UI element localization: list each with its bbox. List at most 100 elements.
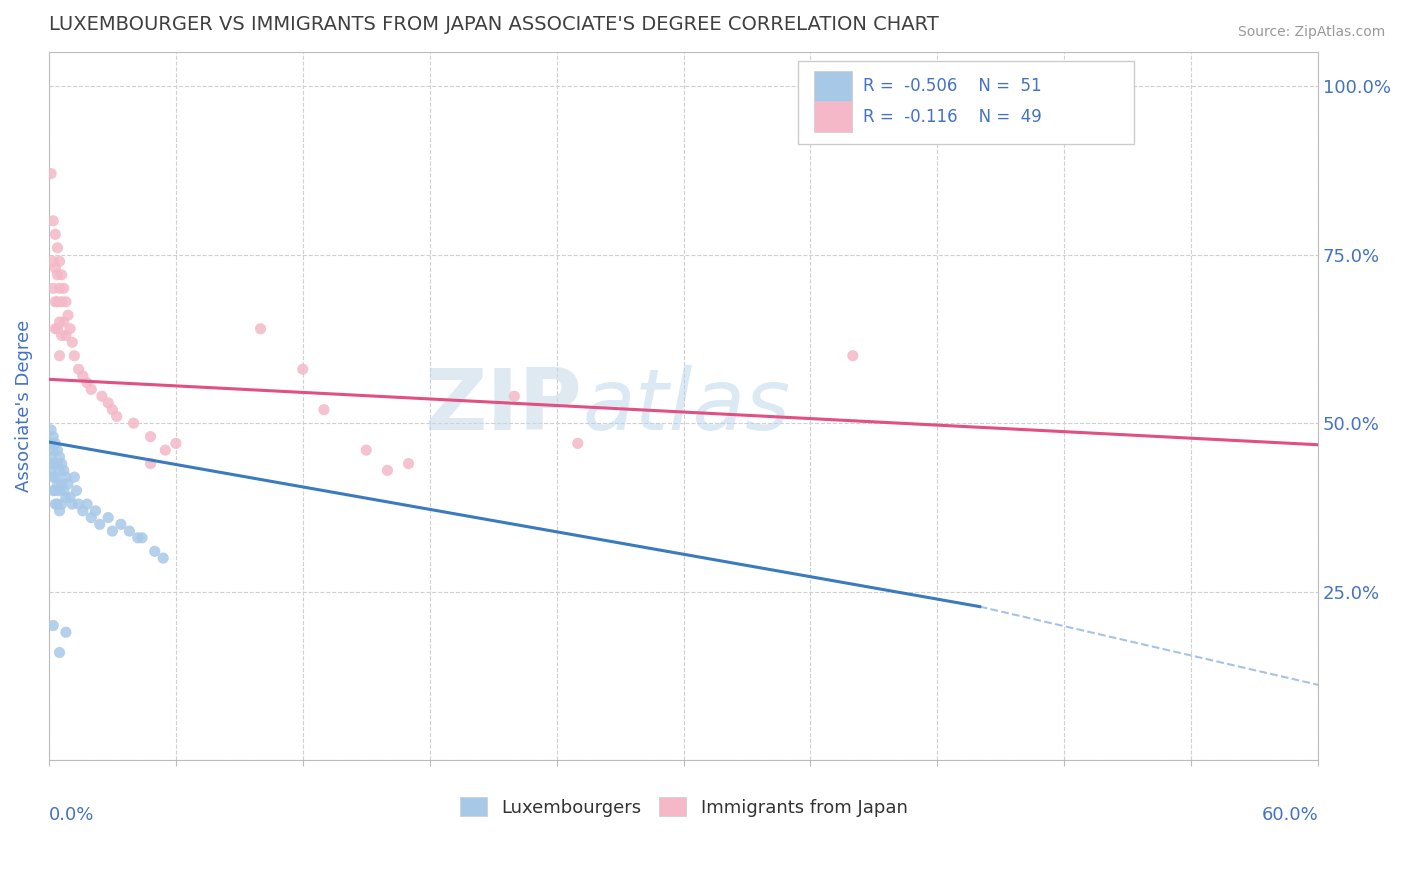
Text: Source: ZipAtlas.com: Source: ZipAtlas.com [1237,25,1385,39]
FancyBboxPatch shape [814,101,852,132]
Point [356,443,378,458]
Legend: Luxembourgers, Immigrants from Japan: Luxembourgers, Immigrants from Japan [450,789,917,826]
Point [90,389,112,403]
Point [52,281,75,295]
Point [89,517,111,532]
Point [72,504,94,518]
Point [51,294,73,309]
Point [46,476,69,491]
Point [67,362,90,376]
Point [46,443,69,458]
Point [60,497,83,511]
Point [118,524,141,538]
Point [52,463,75,477]
Text: atlas: atlas [582,365,790,448]
Point [39,450,62,464]
Point [143,544,166,558]
FancyBboxPatch shape [797,61,1135,145]
Point [44,294,66,309]
Point [55,625,77,640]
Point [46,268,69,282]
Point [39,436,62,450]
Point [44,322,66,336]
Text: ZIP: ZIP [425,365,582,448]
Point [84,504,107,518]
Point [122,416,145,430]
Point [249,322,271,336]
Point [44,436,66,450]
Point [44,483,66,498]
Point [97,510,120,524]
Point [44,470,66,484]
Point [80,383,103,397]
Point [101,524,124,538]
Point [46,497,69,511]
Point [97,396,120,410]
Point [59,491,82,505]
Point [46,241,69,255]
Point [48,315,70,329]
Point [131,531,153,545]
Text: R =  -0.116    N =  49: R = -0.116 N = 49 [862,108,1042,126]
Point [48,504,70,518]
Point [46,457,69,471]
Point [291,362,314,376]
Y-axis label: Associate's Degree: Associate's Degree [15,320,32,492]
Point [60,335,83,350]
Point [127,531,149,545]
Point [48,483,70,498]
Point [44,227,66,242]
Point [42,281,65,295]
Point [139,457,162,471]
Point [55,491,77,505]
Point [48,254,70,268]
Point [48,349,70,363]
Point [55,294,77,309]
Point [39,423,62,437]
Point [165,436,187,450]
Point [51,476,73,491]
Point [44,260,66,275]
Point [51,268,73,282]
Point [39,167,62,181]
Point [139,430,162,444]
Point [42,470,65,484]
Point [72,368,94,383]
Point [155,443,177,458]
Point [59,322,82,336]
Text: 0.0%: 0.0% [49,806,94,824]
Point [52,483,75,498]
Point [105,409,128,424]
Point [312,402,335,417]
Point [44,457,66,471]
Point [42,254,65,268]
Point [65,483,87,498]
Point [51,328,73,343]
Point [76,497,98,511]
Point [80,510,103,524]
Point [42,430,65,444]
Point [44,497,66,511]
Point [503,389,526,403]
Point [51,497,73,511]
Point [67,497,90,511]
Point [42,618,65,632]
FancyBboxPatch shape [814,70,852,102]
Point [42,483,65,498]
Point [51,457,73,471]
Point [48,450,70,464]
Point [152,551,174,566]
Point [42,214,65,228]
Point [101,402,124,417]
Point [76,376,98,390]
Point [398,457,420,471]
Point [63,349,86,363]
Point [52,315,75,329]
Point [56,476,79,491]
Point [46,322,69,336]
Text: 60.0%: 60.0% [1261,806,1319,824]
Point [42,443,65,458]
Point [110,517,132,532]
Point [55,328,77,343]
Point [842,349,865,363]
